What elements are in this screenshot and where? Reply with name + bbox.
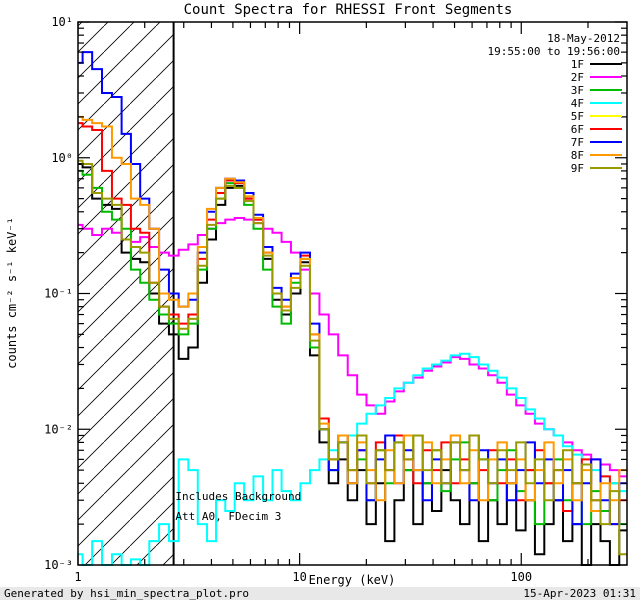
legend-label-4F: 4F — [571, 97, 584, 110]
series-1F-line — [78, 162, 627, 566]
legend-entry-6F: 6F — [571, 123, 622, 136]
legend-label-8F: 8F — [571, 149, 584, 162]
x-tick-label: 10 — [292, 570, 306, 584]
legend-label-3F: 3F — [571, 84, 584, 97]
series-9F-line — [78, 159, 627, 556]
legend-label-1F: 1F — [571, 58, 584, 71]
series-layer — [78, 51, 627, 566]
annotation-line-1: Includes Background — [175, 490, 301, 503]
legend-label-5F: 5F — [571, 110, 584, 123]
x-tick-label: 1 — [74, 570, 81, 584]
annotation-line-2: Att A0, FDecim 3 — [175, 510, 281, 523]
legend-date-line-2: 19:55:00 to 19:56:00 — [488, 45, 620, 58]
y-tick-label: 10¹ — [51, 15, 73, 29]
legend-entry-4F: 4F — [571, 97, 622, 110]
series-4F-line — [78, 352, 627, 566]
legend-entry-2F: 2F — [571, 71, 622, 84]
legend-date-line-1: 18-May-2012 — [547, 32, 620, 45]
legend-entry-3F: 3F — [571, 84, 622, 97]
x-axis-label: Energy (keV) — [309, 573, 396, 587]
x-tick-label: 100 — [510, 570, 532, 584]
legend-label-7F: 7F — [571, 136, 584, 149]
legend-entry-5F: 5F — [571, 110, 622, 123]
legend-label-9F: 9F — [571, 162, 584, 175]
legend-entry-7F: 7F — [571, 136, 622, 149]
footer-timestamp: 15-Apr-2023 01:31 — [523, 587, 636, 600]
y-axis-label: counts cm⁻² s⁻¹ keV⁻¹ — [5, 217, 19, 369]
y-tick-label: 10⁻² — [44, 422, 73, 436]
footer-credit: Generated by hsi_min_spectra_plot.pro — [4, 587, 249, 600]
chart-title: Count Spectra for RHESSI Front Segments — [184, 2, 513, 18]
legend-entry-8F: 8F — [571, 149, 622, 162]
legend-label-2F: 2F — [571, 71, 584, 84]
annotations-layer: Includes Background Att A0, FDecim 3 — [175, 490, 301, 523]
footer-band — [0, 587, 640, 600]
y-tick-label: 10⁻¹ — [44, 287, 73, 301]
y-tick-label: 10⁰ — [51, 151, 73, 165]
y-tick-label: 10⁻³ — [44, 558, 73, 572]
axes-layer: 1 10 100 10¹ 10⁰ 10⁻¹ 10⁻² 10⁻³ — [44, 15, 628, 584]
series-8F-line — [78, 115, 627, 512]
legend-label-6F: 6F — [571, 123, 584, 136]
legend-entry-1F: 1F — [571, 58, 622, 71]
legend-entry-9F: 9F — [571, 162, 622, 175]
